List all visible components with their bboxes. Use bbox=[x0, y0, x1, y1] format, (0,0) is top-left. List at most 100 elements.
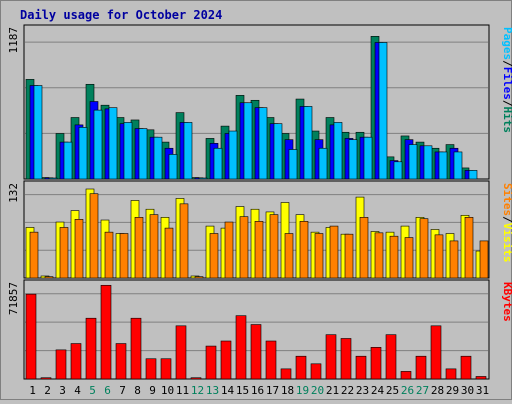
x-tick-label: 16 bbox=[251, 384, 264, 397]
bar-sites-day-14 bbox=[224, 221, 234, 279]
legend-entry: / bbox=[501, 60, 512, 67]
bar-sites-day-17 bbox=[269, 214, 279, 279]
bar-pages-day-28 bbox=[438, 151, 448, 180]
bar-pages-day-22 bbox=[348, 139, 358, 180]
bar-sites-day-27 bbox=[419, 218, 429, 279]
bar-sites-day-16 bbox=[254, 221, 264, 279]
x-tick-label: 8 bbox=[134, 384, 141, 397]
bar-kbytes-day-16 bbox=[250, 324, 262, 380]
panel-visits-sites: 132 Sites/Visits bbox=[7, 180, 512, 279]
bar-pages-day-27 bbox=[423, 145, 433, 180]
x-tick-label: 30 bbox=[461, 384, 474, 397]
bar-kbytes-day-11 bbox=[175, 325, 187, 380]
bar-kbytes-day-26 bbox=[400, 371, 412, 380]
bar-kbytes-day-9 bbox=[145, 358, 157, 380]
x-tick-label: 6 bbox=[104, 384, 111, 397]
x-axis: 1 2 3 4 5 6 7 8 9 10 11 12 13 14 15 16 17 18 19 20 21 22 23 24 2… bbox=[29, 384, 489, 397]
bar-kbytes-day-29 bbox=[445, 368, 457, 380]
bar-kbytes-day-21 bbox=[325, 334, 337, 380]
bar-sites-day-6 bbox=[104, 231, 114, 279]
bar-pages-day-30 bbox=[468, 170, 478, 180]
bar-sites-day-31 bbox=[479, 240, 489, 279]
bar-sites-day-25 bbox=[389, 235, 399, 279]
bar-kbytes-day-18 bbox=[280, 368, 292, 380]
x-tick-label: 13 bbox=[206, 384, 219, 397]
x-tick-label: 24 bbox=[371, 384, 385, 397]
bar-sites-day-21 bbox=[329, 225, 339, 279]
bar-kbytes-day-17 bbox=[265, 340, 277, 380]
legend-entry: Visits bbox=[501, 223, 512, 263]
bar-kbytes-day-27 bbox=[415, 355, 427, 380]
bar-sites-day-8 bbox=[134, 217, 144, 279]
x-tick-label: 12 bbox=[191, 384, 204, 397]
legend-entry: Sites bbox=[501, 183, 512, 216]
bar-pages-day-18 bbox=[288, 149, 298, 180]
bar-kbytes-day-6 bbox=[100, 284, 112, 380]
bar-kbytes-day-15 bbox=[235, 315, 247, 380]
x-tick-label: 18 bbox=[281, 384, 294, 397]
bar-sites-day-5 bbox=[89, 193, 99, 279]
x-tick-label: 17 bbox=[266, 384, 279, 397]
x-tick-label: 4 bbox=[74, 384, 81, 397]
bar-kbytes-day-5 bbox=[85, 317, 97, 380]
bar-sites-day-2 bbox=[44, 276, 54, 279]
panel-max-label: 1187 bbox=[7, 27, 20, 54]
x-tick-label: 7 bbox=[119, 384, 126, 397]
bar-pages-day-25 bbox=[393, 161, 403, 180]
bar-pages-day-4 bbox=[78, 127, 88, 180]
x-tick-label: 10 bbox=[161, 384, 174, 397]
bar-sites-day-15 bbox=[239, 216, 249, 279]
bar-sites-day-7 bbox=[119, 233, 129, 279]
bar-pages-day-10 bbox=[168, 154, 178, 180]
bar-pages-day-19 bbox=[303, 106, 313, 180]
bar-kbytes-day-19 bbox=[295, 355, 307, 380]
bar-pages-day-12 bbox=[198, 177, 208, 180]
bar-kbytes-day-14 bbox=[220, 340, 232, 380]
x-tick-label: 21 bbox=[326, 384, 339, 397]
bar-sites-day-23 bbox=[359, 217, 369, 279]
x-tick-label: 31 bbox=[476, 384, 489, 397]
bar-kbytes-day-23 bbox=[355, 355, 367, 380]
bar-pages-day-26 bbox=[408, 144, 418, 180]
bar-pages-day-1 bbox=[33, 85, 43, 180]
x-tick-label: 29 bbox=[446, 384, 459, 397]
x-tick-label: 15 bbox=[236, 384, 249, 397]
bar-sites-day-11 bbox=[179, 203, 189, 279]
bar-sites-day-22 bbox=[344, 233, 354, 279]
x-tick-label: 28 bbox=[431, 384, 444, 397]
bar-pages-day-23 bbox=[363, 136, 373, 180]
panel-legend: Pages/Files/Hits bbox=[501, 27, 512, 133]
x-tick-label: 19 bbox=[296, 384, 309, 397]
legend-entry: Hits bbox=[501, 107, 512, 134]
bar-kbytes-day-7 bbox=[115, 343, 127, 380]
bar-pages-day-16 bbox=[258, 107, 268, 180]
x-tick-label: 2 bbox=[44, 384, 51, 397]
bar-sites-day-13 bbox=[209, 233, 219, 279]
legend-entry: Pages bbox=[501, 27, 512, 60]
bar-kbytes-day-8 bbox=[130, 317, 142, 380]
x-tick-label: 20 bbox=[311, 384, 324, 397]
x-tick-label: 25 bbox=[386, 384, 399, 397]
legend-entry: / bbox=[501, 216, 512, 223]
bar-pages-day-9 bbox=[153, 136, 163, 180]
x-tick-label: 9 bbox=[149, 384, 156, 397]
bar-sites-day-3 bbox=[59, 227, 69, 279]
bar-kbytes-day-3 bbox=[55, 349, 67, 380]
bar-kbytes-day-31 bbox=[475, 376, 487, 380]
x-tick-label: 23 bbox=[356, 384, 369, 397]
bar-kbytes-day-12 bbox=[190, 377, 202, 380]
bar-sites-day-9 bbox=[149, 214, 159, 279]
bar-pages-day-24 bbox=[378, 42, 388, 180]
x-tick-label: 26 bbox=[401, 384, 414, 397]
bar-pages-day-8 bbox=[138, 128, 148, 180]
legend-entry: Files bbox=[501, 67, 512, 100]
bar-pages-day-11 bbox=[183, 122, 193, 180]
bar-pages-day-20 bbox=[318, 147, 328, 180]
bar-sites-day-1 bbox=[29, 231, 39, 279]
bar-pages-day-6 bbox=[108, 107, 118, 180]
bar-sites-day-20 bbox=[314, 233, 324, 279]
bar-kbytes-day-22 bbox=[340, 338, 352, 380]
